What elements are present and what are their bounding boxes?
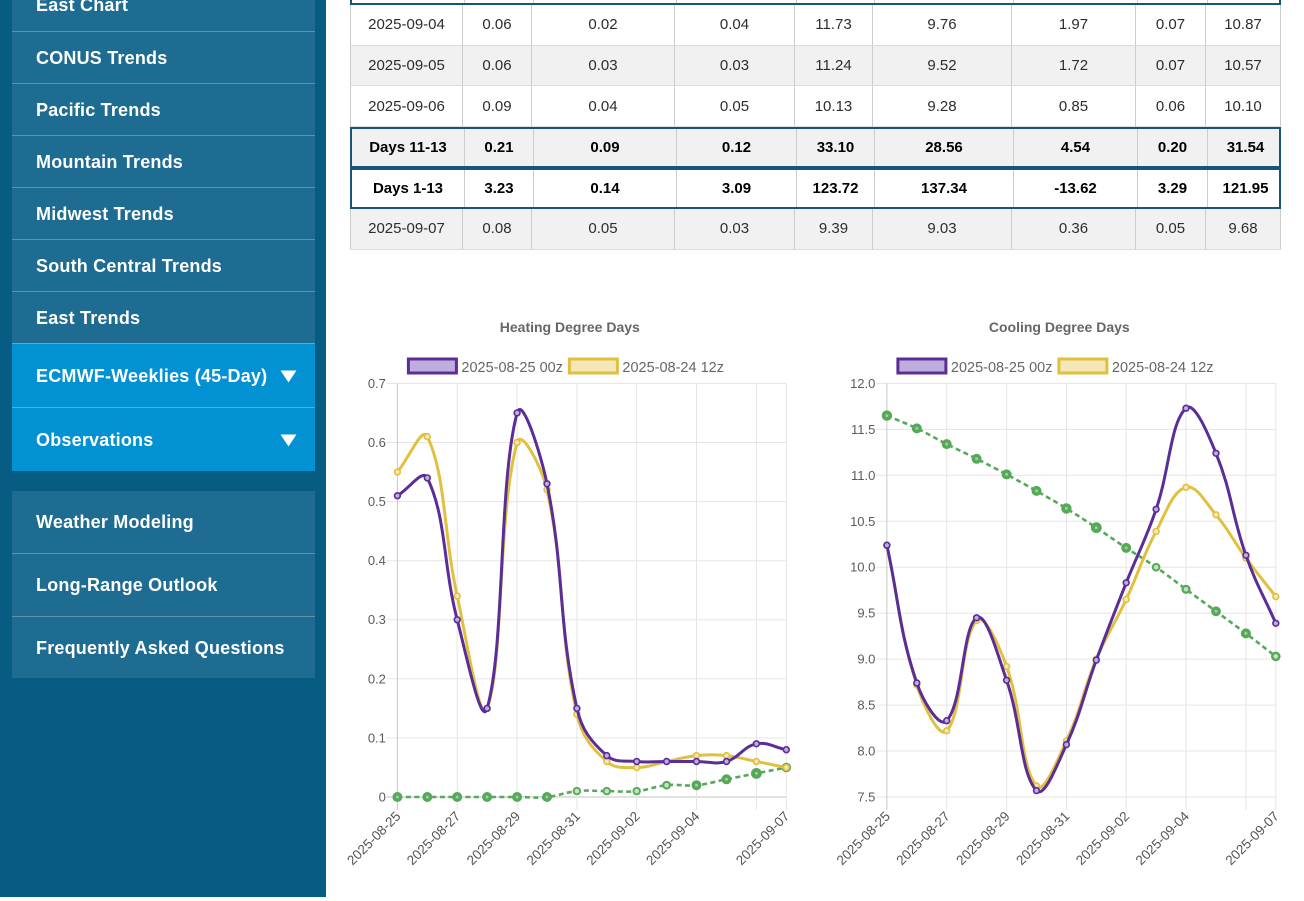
svg-text:2025-08-27: 2025-08-27 bbox=[404, 809, 463, 868]
svg-text:2025-08-25 00z: 2025-08-25 00z bbox=[951, 360, 1053, 376]
svg-text:2025-08-25: 2025-08-25 bbox=[344, 809, 403, 868]
svg-text:2025-09-07: 2025-09-07 bbox=[733, 809, 792, 868]
svg-text:2025-08-25 00z: 2025-08-25 00z bbox=[461, 360, 563, 376]
svg-text:2025-09-04: 2025-09-04 bbox=[1133, 808, 1193, 868]
svg-text:0.3: 0.3 bbox=[368, 612, 386, 627]
svg-text:2025-08-29: 2025-08-29 bbox=[953, 809, 1012, 868]
svg-text:8.0: 8.0 bbox=[857, 744, 875, 759]
svg-text:2025-08-24 12z: 2025-08-24 12z bbox=[1112, 360, 1214, 376]
svg-text:2025-08-31: 2025-08-31 bbox=[1013, 809, 1072, 868]
svg-text:2025-08-31: 2025-08-31 bbox=[524, 809, 583, 868]
svg-text:2025-09-02: 2025-09-02 bbox=[583, 809, 642, 868]
svg-text:12.0: 12.0 bbox=[850, 376, 875, 391]
svg-text:2025-09-04: 2025-09-04 bbox=[643, 808, 703, 868]
svg-text:2025-08-29: 2025-08-29 bbox=[464, 809, 523, 868]
svg-text:2025-09-02: 2025-09-02 bbox=[1073, 809, 1132, 868]
svg-text:0.2: 0.2 bbox=[368, 671, 386, 686]
svg-text:Cooling Degree Days: Cooling Degree Days bbox=[989, 319, 1130, 335]
svg-text:0.1: 0.1 bbox=[368, 730, 386, 745]
svg-text:7.5: 7.5 bbox=[857, 790, 875, 805]
svg-text:0.6: 0.6 bbox=[368, 435, 386, 450]
svg-text:10.5: 10.5 bbox=[850, 514, 875, 529]
svg-text:11.5: 11.5 bbox=[851, 422, 875, 437]
svg-text:2025-08-25: 2025-08-25 bbox=[834, 809, 893, 868]
svg-text:9.0: 9.0 bbox=[857, 652, 875, 667]
svg-text:Heating Degree Days: Heating Degree Days bbox=[500, 319, 640, 335]
svg-text:11.0: 11.0 bbox=[851, 468, 875, 483]
svg-text:10.0: 10.0 bbox=[850, 560, 875, 575]
svg-text:0.7: 0.7 bbox=[368, 376, 386, 391]
svg-text:9.5: 9.5 bbox=[857, 606, 875, 621]
svg-text:2025-08-27: 2025-08-27 bbox=[893, 809, 952, 868]
svg-text:8.5: 8.5 bbox=[857, 698, 875, 713]
svg-text:0: 0 bbox=[379, 790, 386, 805]
svg-text:0.4: 0.4 bbox=[368, 553, 386, 568]
svg-text:2025-08-24 12z: 2025-08-24 12z bbox=[622, 360, 724, 376]
svg-text:0.5: 0.5 bbox=[368, 494, 386, 509]
svg-text:2025-09-07: 2025-09-07 bbox=[1222, 809, 1281, 868]
